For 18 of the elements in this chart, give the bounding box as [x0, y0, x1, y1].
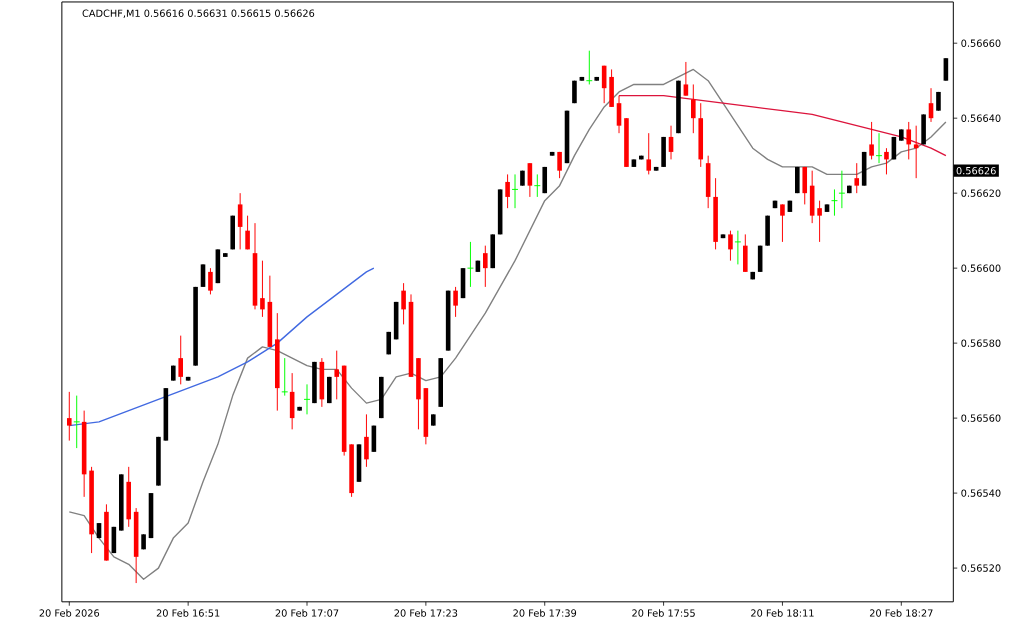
x-tick-label: 20 Feb 17:39 [513, 609, 577, 617]
x-tick-label: 20 Feb 17:07 [275, 609, 339, 617]
y-tick-label: 0.56580 [961, 339, 1001, 347]
y-tick-label: 0.56600 [961, 264, 1001, 272]
x-tick-label: 20 Feb 18:27 [869, 609, 933, 617]
x-tick-label: 20 Feb 2026 [39, 609, 100, 617]
y-tick-label: 0.56640 [961, 114, 1001, 122]
x-tick-label: 20 Feb 16:51 [156, 609, 220, 617]
y-tick-label: 0.56660 [961, 39, 1001, 47]
x-tick-label: 20 Feb 17:23 [394, 609, 458, 617]
y-tick-label: 0.56540 [961, 489, 1001, 497]
x-tick-label: 20 Feb 18:11 [751, 609, 814, 617]
y-tick-label: 0.56520 [961, 564, 1001, 572]
text: CADCHF,M1 0.56616 0.56631 0.56615 0.56626 [82, 9, 315, 18]
y-tick-label: 0.56560 [961, 414, 1001, 422]
ref-line-label: 0.56626 [956, 166, 996, 175]
y-tick-label: 0.56620 [961, 189, 1001, 197]
x-tick-label: 20 Feb 17:55 [632, 609, 695, 617]
